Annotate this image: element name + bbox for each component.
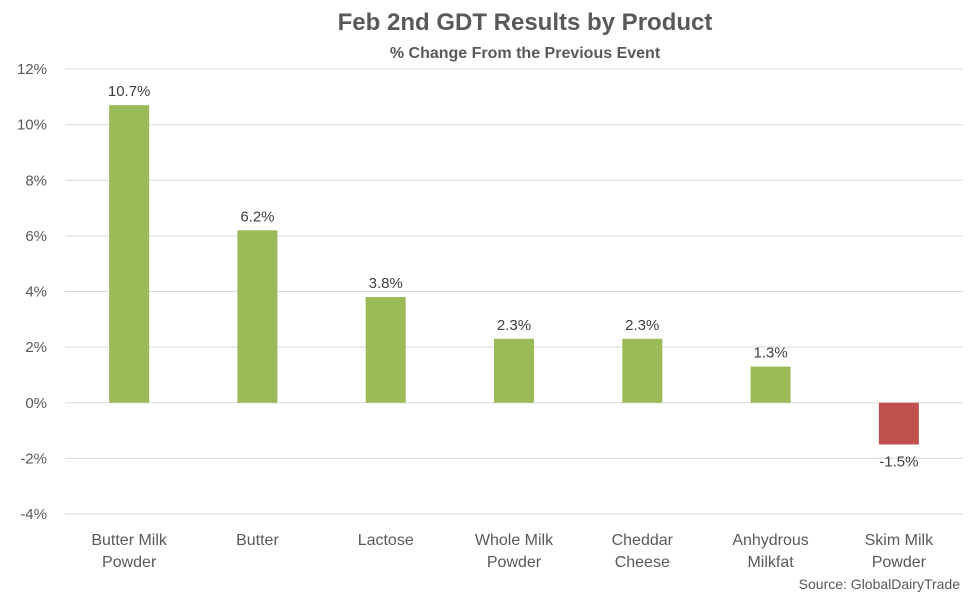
chart-title: Feb 2nd GDT Results by Product	[338, 9, 713, 36]
y-tick-label: 6%	[25, 228, 47, 245]
bar	[365, 297, 406, 403]
bar	[878, 402, 919, 445]
bar	[622, 338, 663, 403]
data-labels: 10.7% 6.2% 3.8% 2.3% 2.3% 1.3% -1.5%	[108, 83, 919, 470]
y-tick-label: 10%	[17, 117, 47, 134]
x-category-label: Powder	[102, 554, 157, 571]
y-tick-label: -2%	[20, 450, 47, 467]
x-category-label: Lactose	[358, 532, 414, 549]
y-tick-label: 8%	[25, 172, 47, 189]
x-category-label: Cheddar	[612, 532, 674, 549]
x-category-label: Butter Milk	[91, 532, 168, 549]
y-tick-label: 2%	[25, 339, 47, 356]
data-label: 3.8%	[369, 275, 403, 292]
data-label: 6.2%	[240, 208, 274, 225]
x-category-label: Powder	[872, 554, 927, 571]
bar	[109, 105, 150, 403]
bar	[750, 366, 791, 403]
x-category-label: Butter	[236, 532, 279, 549]
chart-subtitle: % Change From the Previous Event	[390, 45, 661, 62]
data-label: 1.3%	[753, 345, 787, 362]
bars	[109, 105, 919, 445]
data-label: -1.5%	[879, 453, 918, 470]
y-axis: 12% 10% 8% 6% 4% 2% 0% -2% -4%	[17, 61, 47, 523]
x-category-label: Milkfat	[747, 554, 794, 571]
y-tick-label: 0%	[25, 395, 47, 412]
x-category-label: Whole Milk	[475, 532, 554, 549]
bar	[237, 230, 278, 403]
bar	[494, 338, 534, 403]
data-label: 10.7%	[108, 83, 151, 100]
x-category-label: Skim Milk	[865, 532, 934, 549]
x-axis: Butter Milk Powder Butter Lactose Whole Milk…	[91, 532, 934, 571]
x-category-label: Anhydrous	[732, 532, 809, 549]
source-note: Source: GlobalDairyTrade	[799, 576, 961, 592]
x-category-label: Cheese	[615, 554, 670, 571]
data-label: 2.3%	[625, 317, 659, 334]
data-label: 2.3%	[497, 317, 531, 334]
x-category-label: Powder	[487, 554, 542, 571]
y-tick-label: 12%	[17, 61, 47, 78]
gridlines	[65, 68, 963, 515]
y-tick-label: -4%	[20, 506, 47, 523]
y-tick-label: 4%	[25, 284, 47, 301]
